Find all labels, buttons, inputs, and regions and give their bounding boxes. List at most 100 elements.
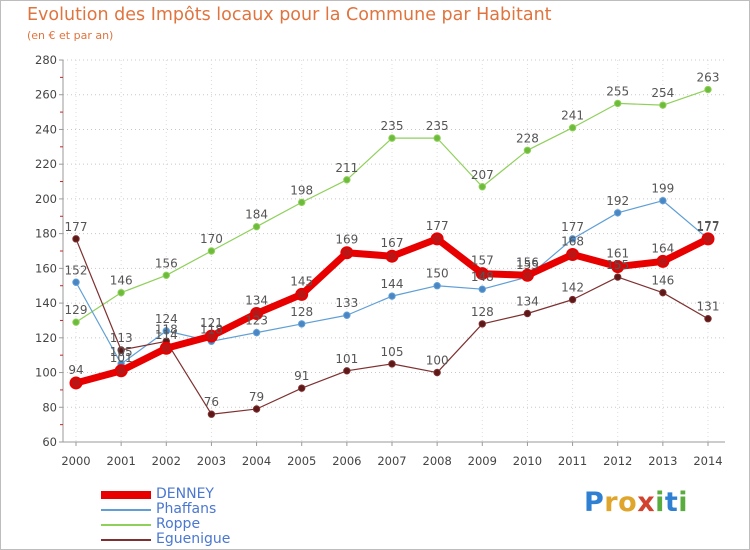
- data-point-roppe: [433, 134, 441, 142]
- data-point-eguenigue: [207, 410, 216, 418]
- data-label-denney: 101: [110, 351, 133, 365]
- data-point-denney: [520, 268, 534, 282]
- y-tick-label: 100: [35, 366, 57, 380]
- data-label-roppe: 241: [561, 109, 584, 123]
- data-label-eguenigue: 146: [651, 274, 674, 288]
- data-point-denney: [430, 232, 444, 246]
- data-label-eguenigue: 177: [65, 220, 88, 234]
- axis-layer: 60 80 100 120 140 160 180 200 220 240 260 280 2000 20…: [35, 53, 725, 468]
- data-point-denney: [611, 260, 625, 274]
- logo-letter: t: [664, 487, 679, 518]
- y-tick-label: 240: [35, 122, 57, 136]
- x-tick-label: 2012: [603, 454, 632, 468]
- data-label-roppe: 184: [245, 208, 268, 222]
- legend-label: Eguenigue: [156, 531, 231, 547]
- data-point-roppe: [388, 134, 396, 142]
- data-label-eguenigue: 100: [426, 354, 449, 368]
- data-label-phaffans: 105: [110, 345, 133, 359]
- data-point-denney: [566, 247, 580, 261]
- logo-letter: r: [604, 487, 619, 518]
- data-label-roppe: 228: [516, 131, 539, 145]
- data-point-roppe: [207, 247, 216, 255]
- logo-letter: P: [584, 487, 605, 518]
- data-point-eguenigue: [523, 309, 532, 318]
- x-tick-label: 2006: [332, 454, 361, 468]
- data-point-denney: [204, 329, 218, 343]
- data-label-eguenigue: 118: [155, 322, 178, 336]
- data-point-phaffans: [659, 196, 667, 205]
- data-label-phaffans: 152: [65, 263, 88, 277]
- y-tick-label: 160: [35, 261, 57, 275]
- data-point-phaffans: [252, 328, 261, 337]
- data-label-phaffans: 148: [471, 270, 494, 284]
- data-point-roppe: [162, 271, 170, 280]
- data-point-eguenigue: [72, 235, 80, 243]
- data-label-denney: 157: [471, 254, 494, 268]
- data-label-eguenigue: 105: [381, 345, 404, 359]
- data-label-phaffans: 123: [245, 314, 268, 328]
- data-label-phaffans: 124: [155, 312, 178, 326]
- data-point-eguenigue: [298, 384, 306, 392]
- data-label-phaffans: 118: [200, 322, 223, 336]
- data-label-phaffans: 128: [290, 305, 313, 319]
- legend-swatch: [101, 538, 151, 541]
- y-tick-label: 200: [35, 192, 57, 206]
- data-point-eguenigue: [252, 405, 261, 413]
- data-point-phaffans: [478, 285, 486, 293]
- data-point-roppe: [614, 99, 622, 108]
- data-point-roppe: [343, 176, 351, 184]
- data-label-roppe: 129: [65, 303, 88, 317]
- proxiti-logo: Proxiti: [584, 487, 688, 518]
- data-label-roppe: 146: [110, 274, 133, 288]
- data-point-denney: [385, 249, 399, 263]
- logo-letter: i: [655, 487, 665, 518]
- data-point-denney: [701, 232, 715, 246]
- data-label-eguenigue: 128: [471, 305, 494, 319]
- data-point-eguenigue: [568, 295, 577, 304]
- x-tick-label: 2014: [693, 454, 722, 468]
- x-tick-label: 2007: [377, 454, 406, 468]
- data-label-denney: 121: [200, 316, 223, 330]
- legend-label: Phaffans: [156, 501, 217, 517]
- data-label-phaffans: 192: [606, 194, 629, 208]
- data-point-roppe: [704, 85, 712, 94]
- data-point-eguenigue: [433, 368, 441, 377]
- data-label-denney: 167: [381, 236, 404, 250]
- data-label-eguenigue: 91: [294, 369, 309, 383]
- legend-label: Roppe: [156, 516, 201, 532]
- y-tick-label: 140: [35, 296, 57, 310]
- data-point-eguenigue: [388, 360, 396, 368]
- data-label-denney: 134: [245, 294, 268, 308]
- x-tick-label: 2004: [242, 454, 271, 468]
- data-point-eguenigue: [614, 273, 622, 281]
- data-label-denney: 161: [606, 247, 629, 261]
- data-point-eguenigue: [117, 346, 125, 354]
- logo-letter: x: [637, 487, 656, 518]
- data-label-roppe: 235: [381, 119, 404, 133]
- chart-title: Evolution des Impôts locaux pour la Comm…: [27, 5, 552, 25]
- data-label-phaffans: 133: [335, 296, 358, 310]
- data-label-roppe: 255: [606, 84, 629, 98]
- y-tick-label: 180: [35, 227, 57, 241]
- data-label-roppe: 170: [200, 232, 223, 246]
- logo-letter: i: [678, 487, 689, 518]
- data-point-denney: [475, 267, 489, 281]
- y-tick-label: 260: [35, 88, 57, 102]
- data-label-eguenigue: 134: [516, 295, 539, 309]
- data-label-eguenigue: 79: [249, 390, 264, 404]
- x-tick-label: 2001: [107, 454, 136, 468]
- data-label-roppe: 263: [697, 71, 720, 85]
- data-label-denney: 168: [561, 234, 584, 248]
- data-point-denney: [340, 246, 354, 260]
- data-point-phaffans: [388, 292, 396, 300]
- x-tick-label: 2013: [648, 454, 677, 468]
- data-label-denney: 164: [651, 241, 674, 255]
- logo-letter: o: [618, 487, 638, 518]
- x-tick-label: 2002: [152, 454, 181, 468]
- data-point-roppe: [117, 288, 125, 297]
- legend-label: DENNEY: [156, 486, 214, 502]
- data-point-phaffans: [343, 311, 351, 319]
- legend-swatch: [101, 523, 151, 526]
- data-label-denney: 94: [68, 363, 83, 377]
